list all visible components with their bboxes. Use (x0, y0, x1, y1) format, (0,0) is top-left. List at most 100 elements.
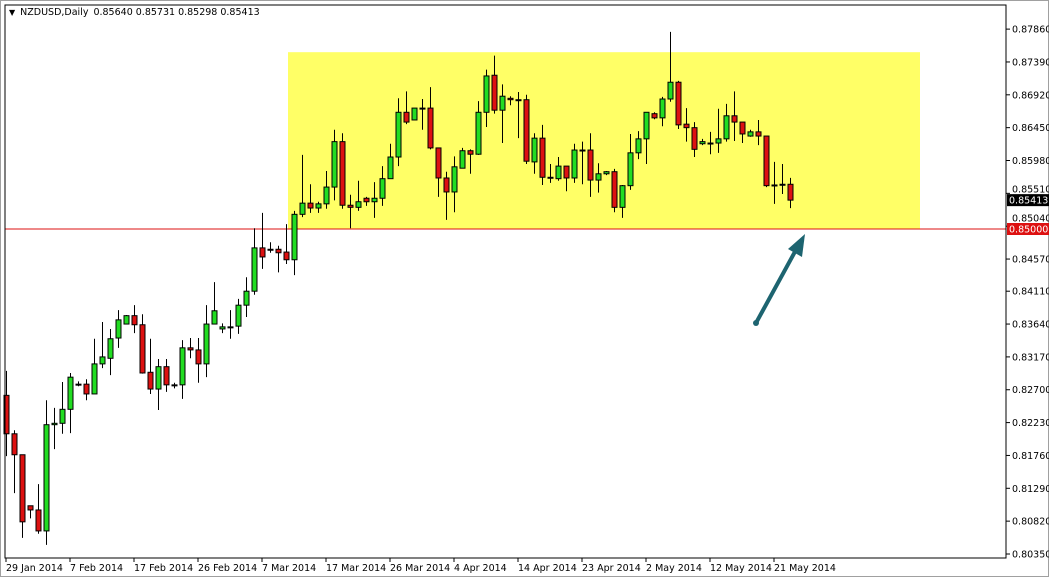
candle-body-bull (419, 107, 426, 110)
x-tick-label: 7 Mar 2014 (262, 563, 316, 574)
candle-body-bear (755, 131, 762, 137)
y-tick-label: 0.86450 (1012, 123, 1049, 134)
candle (571, 143, 578, 183)
chart-header: ▼ NZDUSD,Daily 0.85640 0.85731 0.85298 0… (9, 7, 260, 18)
candle-body-bull (483, 75, 490, 113)
candle-body-bull (595, 173, 602, 181)
x-tick-label: 17 Mar 2014 (326, 563, 386, 574)
candle-body-bear (139, 324, 146, 374)
candle (635, 131, 642, 160)
candle-body-bull (475, 111, 482, 155)
arrow-annotation[interactable] (753, 234, 805, 326)
candle-body-bear (347, 204, 354, 208)
candle-body-bull (179, 347, 186, 386)
candle (99, 321, 106, 369)
candle (555, 157, 562, 181)
candle-body-bear (763, 135, 770, 187)
candle (475, 101, 482, 155)
candle-body-bull (603, 171, 610, 175)
candle (763, 135, 770, 188)
x-tick-label: 26 Feb 2014 (198, 563, 257, 574)
current-price-label: 0.85413 (1009, 196, 1048, 207)
candle-body-bull (211, 310, 218, 325)
candle (603, 170, 610, 176)
candle-body-bull (579, 149, 586, 152)
candle (675, 80, 682, 130)
candle (187, 338, 194, 359)
candle (651, 112, 658, 120)
candle (499, 84, 506, 144)
candle-body-bull (115, 319, 122, 339)
candle (267, 242, 274, 253)
dropdown-triangle-icon[interactable]: ▼ (9, 8, 16, 17)
x-tick-label: 17 Feb 2014 (134, 563, 193, 574)
candle-body-bull (123, 315, 130, 325)
candle-body-bull (371, 197, 378, 203)
candle (691, 122, 698, 158)
candle (259, 212, 266, 269)
candle (563, 165, 570, 192)
candle (587, 133, 594, 197)
axes: 0.87860 0.87390 0.86920 0.86450 0.85980 0.855… (4, 4, 1049, 574)
candle-body-bull (355, 201, 362, 208)
candle (547, 164, 554, 183)
candle-body-bull (243, 290, 250, 306)
candle (131, 305, 138, 334)
y-tick-label: 0.87860 (1012, 25, 1049, 36)
candle-body-bull (747, 131, 754, 137)
y-tick-label: 0.85980 (1012, 156, 1049, 167)
candle (619, 184, 626, 218)
candle-body-bear (547, 176, 554, 179)
plot-border (4, 4, 1007, 559)
y-tick-label: 0.87390 (1012, 57, 1049, 68)
x-tick-label: 2 May 2014 (646, 563, 702, 574)
candle (251, 228, 258, 295)
ohlc-readout: 0.85640 0.85731 0.85298 0.85413 (93, 7, 260, 18)
candle-body-bear (739, 121, 746, 135)
candle-body-bull (515, 99, 522, 102)
candle (747, 129, 754, 137)
candle-body-bull (299, 202, 306, 215)
y-tick-label: 0.80820 (1012, 517, 1049, 528)
candle (395, 98, 402, 167)
candle (459, 147, 466, 169)
candle (3, 370, 10, 457)
candle-body-bull (779, 183, 786, 186)
candle-body-bull (555, 165, 562, 180)
x-tick-label: 7 Feb 2014 (70, 563, 123, 574)
y-tick-label: 0.83170 (1012, 352, 1049, 363)
candle-body-bear (403, 111, 410, 123)
candle-body-bull (267, 248, 274, 251)
candle (507, 96, 514, 106)
candle-body-bull (323, 186, 330, 205)
candle-body-bear (507, 97, 514, 101)
candle-body-bear (27, 505, 34, 511)
x-tick-label: 4 Apr 2014 (454, 563, 507, 574)
candle (699, 138, 706, 146)
candle-body-bull (627, 152, 634, 187)
candle-body-bull (315, 203, 322, 209)
candle-body-bull (99, 356, 106, 365)
candle-body-bull (75, 383, 82, 386)
candle-body-bull (379, 178, 386, 199)
candle (43, 400, 50, 545)
candle (139, 314, 146, 374)
candle-body-bull (291, 213, 298, 261)
candle (123, 314, 130, 325)
candle-body-bear (283, 251, 290, 261)
candle-body-bull (219, 326, 226, 330)
candle (435, 147, 442, 197)
x-tick-label: 12 May 2014 (710, 563, 772, 574)
candle (371, 182, 378, 218)
candle-body-bear (427, 107, 434, 149)
candle (227, 310, 234, 339)
candle (739, 121, 746, 144)
candle (467, 149, 474, 174)
candle-body-bull (643, 111, 650, 140)
candle (299, 154, 306, 218)
candle-body-bull (235, 304, 242, 327)
candle (403, 91, 410, 125)
candle (323, 170, 330, 209)
candle (363, 196, 370, 206)
